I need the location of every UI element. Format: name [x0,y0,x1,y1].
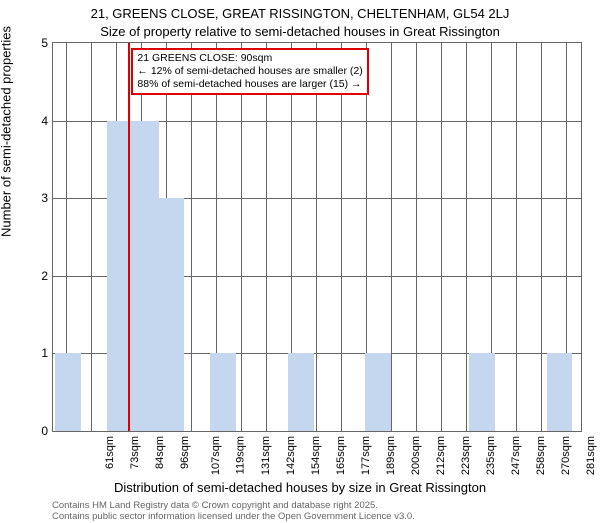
annot-line2: ← 12% of semi-detached houses are smalle… [137,65,362,78]
grid-v [191,43,192,431]
x-tick-label: 107sqm [210,436,222,475]
y-tick-label: 0 [28,424,48,438]
grid-v [516,43,517,431]
x-tick-label: 270sqm [560,436,572,475]
x-tick-label: 235sqm [485,436,497,475]
x-tick-label: 84sqm [154,436,166,469]
histogram-bar [288,353,314,431]
x-tick-label: 223sqm [460,436,472,475]
grid-v [266,43,267,431]
y-tick-label: 1 [28,346,48,360]
histogram-bar [210,353,236,431]
footer-line2: Contains public sector information licen… [52,511,415,522]
chart-container: 21, GREENS CLOSE, GREAT RISSINGTON, CHEL… [0,0,600,500]
histogram-bar [133,121,159,431]
x-tick-label: 61sqm [104,436,116,469]
grid-v [91,43,92,431]
x-tick-label: 73sqm [129,436,141,469]
histogram-bar [55,353,81,431]
annot-line1: 21 GREENS CLOSE: 90sqm [137,52,362,65]
grid-v [416,43,417,431]
grid-v [541,43,542,431]
annot-line3: 88% of semi-detached houses are larger (… [137,78,362,91]
x-tick-label: 165sqm [335,436,347,475]
grid-v [316,43,317,431]
histogram-bar [469,353,495,431]
reference-annotation: 21 GREENS CLOSE: 90sqm ← 12% of semi-det… [131,48,368,95]
x-axis-title: Distribution of semi-detached houses by … [0,480,600,495]
y-tick-label: 5 [28,36,48,50]
y-tick-label: 3 [28,191,48,205]
x-tick-label: 200sqm [410,436,422,475]
x-tick-label: 119sqm [234,436,246,474]
x-tick-label: 247sqm [510,436,522,475]
grid-v [341,43,342,431]
x-tick-label: 177sqm [360,436,372,475]
footer-line1: Contains HM Land Registry data © Crown c… [52,500,415,511]
x-tick-label: 212sqm [435,436,447,475]
x-tick-label: 189sqm [385,436,397,475]
y-tick-label: 4 [28,114,48,128]
x-tick-label: 96sqm [179,436,191,469]
reference-line [128,43,130,431]
chart-title-line2: Size of property relative to semi-detach… [0,24,600,39]
x-tick-label: 154sqm [310,436,322,475]
grid-v [241,43,242,431]
chart-title-line1: 21, GREENS CLOSE, GREAT RISSINGTON, CHEL… [0,6,600,21]
grid-v [441,43,442,431]
x-tick-label: 142sqm [285,436,297,475]
x-tick-label: 281sqm [585,436,597,475]
histogram-bar [159,198,185,431]
histogram-bar [547,353,573,431]
y-axis-title: Number of semi-detached properties [0,26,14,237]
x-tick-label: 131sqm [260,436,272,475]
plot-area [52,42,582,432]
x-tick-label: 258sqm [535,436,547,475]
attribution-footer: Contains HM Land Registry data © Crown c… [52,500,415,523]
y-tick-label: 2 [28,269,48,283]
grid-v [466,43,467,431]
histogram-bar [365,353,391,431]
